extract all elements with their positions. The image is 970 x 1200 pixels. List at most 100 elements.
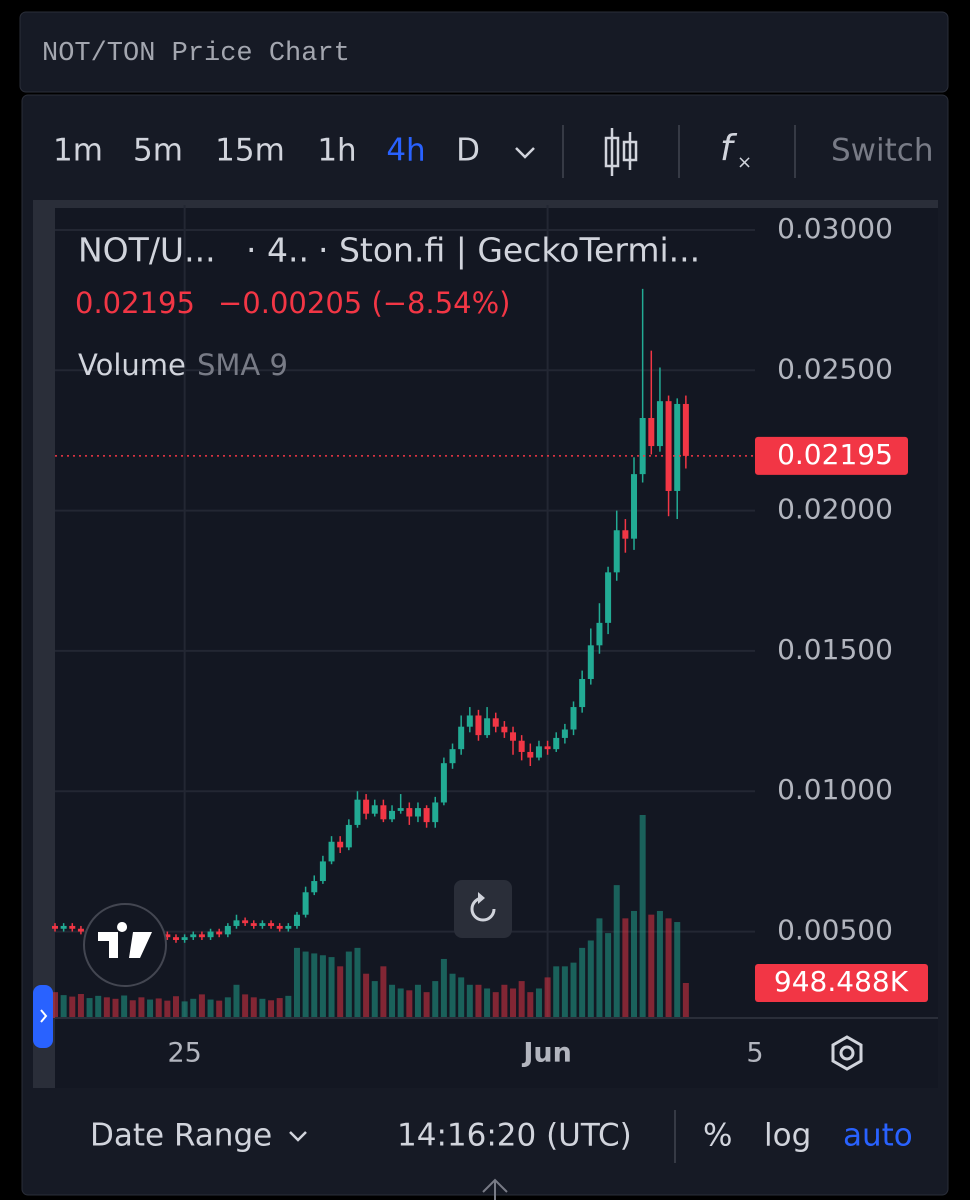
candle-body: [198, 934, 205, 938]
volume-bar: [371, 981, 378, 1018]
switch-button[interactable]: Switch: [831, 133, 934, 169]
candle-body: [259, 923, 266, 926]
side-handle[interactable]: [33, 985, 53, 1048]
volume-bar: [77, 994, 84, 1018]
volume-bar: [535, 988, 542, 1018]
volume-bar: [510, 988, 517, 1018]
volume-bar: [656, 910, 663, 1018]
volume-bar: [397, 988, 404, 1018]
date-range-button[interactable]: Date Range: [90, 1118, 272, 1154]
volume-bar: [302, 951, 309, 1018]
candle-body: [423, 808, 430, 823]
candle-body: [432, 802, 439, 823]
volume-bar: [155, 998, 162, 1018]
volume-bar: [354, 947, 361, 1018]
last-volume-label: 948.488K: [774, 965, 909, 998]
candle-body: [596, 622, 603, 646]
candle-body: [570, 707, 577, 730]
volume-bar: [268, 1000, 275, 1018]
interval-button[interactable]: 1h: [317, 133, 356, 169]
volume-bar: [544, 977, 551, 1018]
candle-body: [587, 645, 594, 679]
y-tick-label: 0.02500: [777, 352, 893, 385]
log-toggle[interactable]: log: [764, 1118, 811, 1154]
legend-change: −0.00205 (−8.54%): [218, 286, 511, 320]
legend-interval: · 4..: [246, 231, 309, 270]
candle-body: [631, 474, 638, 539]
last-volume-tag: [755, 963, 928, 1002]
volume-bar: [69, 996, 76, 1018]
scroll-arrow: [482, 1178, 508, 1200]
volume-bar: [596, 918, 603, 1018]
volume-bar: [492, 992, 499, 1018]
candle-type-icon[interactable]: [604, 128, 638, 176]
candle-body: [380, 805, 387, 820]
candle-body: [371, 805, 378, 814]
candle-body: [406, 808, 413, 817]
settings-icon-center: [839, 1045, 855, 1061]
legend-price: 0.02195: [75, 286, 195, 320]
volume-bar: [432, 981, 439, 1018]
volume-bar: [458, 977, 465, 1018]
volume-bar: [380, 966, 387, 1018]
candle-body: [613, 530, 620, 573]
candle-body: [414, 808, 421, 817]
volume-bar: [181, 1001, 188, 1018]
clock: 14:16:20 (UTC): [397, 1118, 632, 1154]
candle-body: [233, 920, 240, 926]
last-price-label: 0.02195: [777, 438, 893, 471]
candle-body: [553, 737, 560, 750]
candle-body: [656, 401, 663, 447]
svg-text:×: ×: [737, 152, 752, 173]
volume-bar: [389, 984, 396, 1018]
volume-bar: [224, 997, 231, 1018]
volume-bar: [484, 988, 491, 1018]
candle-body: [665, 401, 672, 491]
interval-button[interactable]: 5m: [133, 133, 183, 169]
interval-button[interactable]: D: [456, 133, 480, 169]
tradingview-logo[interactable]: [83, 903, 167, 987]
candle-body: [293, 914, 300, 926]
volume-bar: [311, 953, 318, 1018]
legend-symbol: NOT/U...: [78, 231, 216, 270]
volume-bar: [518, 981, 525, 1018]
x-tick-label: Jun: [521, 1038, 572, 1069]
candle-body: [492, 718, 499, 727]
volume-bar: [501, 984, 508, 1018]
reset-button[interactable]: [454, 880, 512, 938]
volume-bar: [337, 966, 344, 1018]
volume-bar: [639, 815, 646, 1018]
y-tick-label: 0.03000: [777, 212, 893, 245]
volume-bar: [95, 995, 102, 1018]
settings-icon[interactable]: [831, 1035, 863, 1071]
volume-bar: [605, 933, 612, 1018]
candle-body: [216, 931, 223, 935]
candle-body: [190, 934, 197, 938]
candle-body: [449, 749, 456, 764]
y-tick-label: 0.02000: [777, 493, 893, 526]
candle-body: [475, 715, 482, 736]
volume-bar: [587, 940, 594, 1018]
candle-body: [224, 925, 231, 935]
volume-bar: [207, 999, 214, 1018]
date-range-chevron: [289, 1131, 307, 1142]
volume-bar: [440, 958, 447, 1018]
candle-body: [172, 937, 179, 940]
volume-bar: [665, 918, 672, 1018]
volume-bar: [579, 947, 586, 1018]
candle-body: [466, 715, 473, 727]
volume-bar: [674, 922, 681, 1018]
interval-button[interactable]: 4h: [386, 133, 425, 169]
interval-menu-icon[interactable]: [515, 147, 535, 159]
volume-bar: [570, 962, 577, 1018]
candle-body: [605, 572, 612, 623]
auto-toggle[interactable]: auto: [843, 1118, 913, 1154]
percent-toggle[interactable]: %: [703, 1118, 732, 1154]
candle-body: [535, 746, 542, 758]
interval-button[interactable]: 15m: [215, 133, 285, 169]
interval-button[interactable]: 1m: [53, 133, 103, 169]
candle-body: [458, 726, 465, 750]
volume-bar: [622, 918, 629, 1018]
